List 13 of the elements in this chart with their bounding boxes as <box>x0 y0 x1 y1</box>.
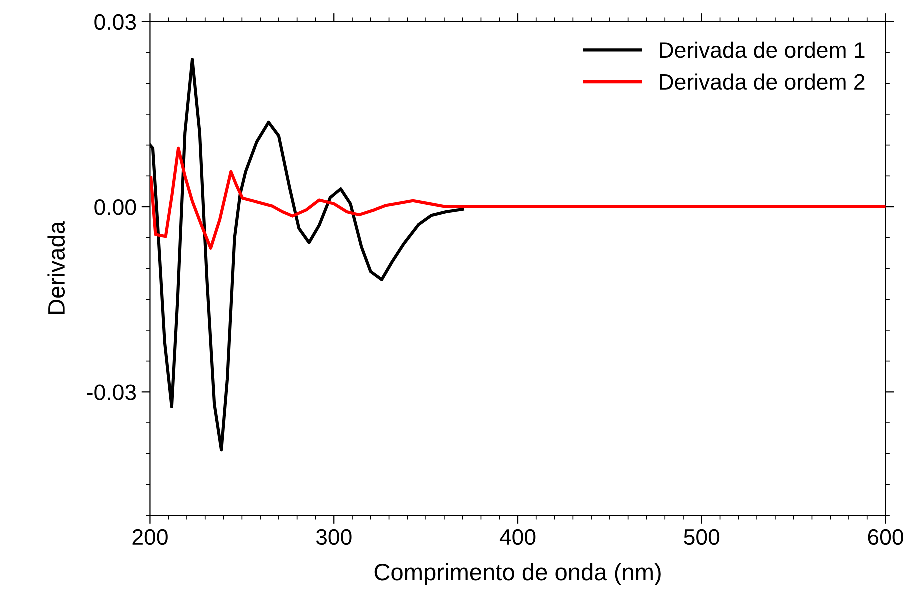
x-axis-title: Comprimento de onda (nm) <box>374 563 661 586</box>
y-tick-label: 0.03 <box>94 14 136 30</box>
line-series <box>150 146 886 250</box>
legend-label: Derivada de ordem 1 <box>660 42 865 58</box>
y-tick-label: 0.00 <box>94 200 136 216</box>
x-tick-label: 600 <box>868 529 904 546</box>
y-axis-title: Derivada <box>48 221 66 314</box>
x-tick-label: 400 <box>500 529 536 546</box>
x-tick-label: 500 <box>684 529 720 546</box>
x-tick-label: 200 <box>132 529 168 546</box>
legend-label: Derivada de ordem 2 <box>660 74 865 90</box>
x-tick-label: 300 <box>316 529 352 546</box>
y-tick-label: -0.03 <box>87 384 136 400</box>
